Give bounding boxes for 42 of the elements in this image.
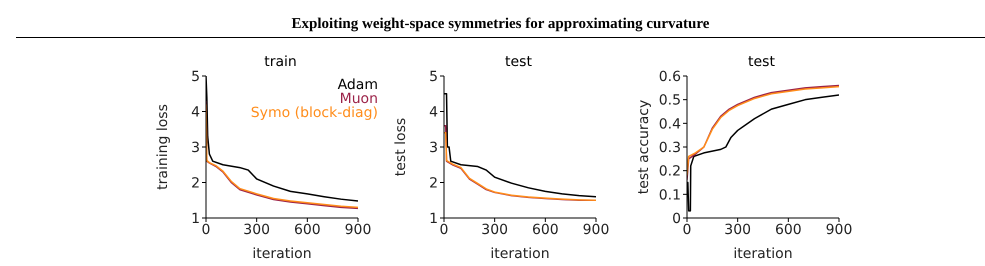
x-axis-title: iteration xyxy=(490,246,550,262)
x-tick-label: 0 xyxy=(202,222,210,238)
y-tick-label: 2 xyxy=(191,175,200,192)
x-tick-label: 0 xyxy=(682,222,692,238)
y-tick-label: 0 xyxy=(672,210,681,227)
x-tick-label: 600 xyxy=(294,222,321,238)
x-tick-label: 900 xyxy=(582,222,610,238)
y-axis-title: training loss xyxy=(154,104,171,190)
x-tick-label: 900 xyxy=(344,222,372,238)
y-axis-title: test accuracy xyxy=(636,100,652,194)
y-tick-label: 3 xyxy=(191,140,200,156)
x-tick-label: 300 xyxy=(243,222,270,238)
chart-title: train xyxy=(263,54,298,70)
x-axis-title: iteration xyxy=(252,246,312,262)
chart-title: test xyxy=(747,54,776,70)
x-axis-title: iteration xyxy=(733,246,793,262)
x-tick-label: 600 xyxy=(774,222,802,238)
y-tick-label: 0.3 xyxy=(658,140,681,156)
text: Exploiting weight-space symmetries for approximating curvature xyxy=(16,16,985,38)
x-tick-label: 600 xyxy=(532,222,559,238)
x-tick-label: 300 xyxy=(481,222,508,238)
y-tick-label: 3 xyxy=(429,140,438,156)
y-tick-label: 5 xyxy=(191,68,200,85)
text: Symo (block-diag) xyxy=(250,105,378,121)
y-tick-label: 0.6 xyxy=(658,68,682,85)
y-tick-label: 1 xyxy=(429,210,438,227)
y-axis-title: test loss xyxy=(392,118,409,176)
y-tick-label: 2 xyxy=(429,175,438,192)
chart-title: test xyxy=(504,54,533,70)
y-tick-label: 0.1 xyxy=(658,187,681,204)
y-tick-label: 4 xyxy=(429,104,438,120)
text: Adam xyxy=(336,77,378,93)
text: Muon xyxy=(340,91,378,107)
y-tick-label: 0.4 xyxy=(658,116,682,132)
y-tick-label: 1 xyxy=(191,210,200,227)
y-tick-label: 0.5 xyxy=(658,92,681,109)
y-tick-label: 4 xyxy=(191,104,200,120)
x-tick-label: 0 xyxy=(440,222,448,238)
y-tick-label: 5 xyxy=(429,68,438,85)
y-tick-label: 0.2 xyxy=(658,164,681,180)
x-tick-label: 300 xyxy=(724,222,752,238)
x-tick-label: 900 xyxy=(826,222,852,238)
